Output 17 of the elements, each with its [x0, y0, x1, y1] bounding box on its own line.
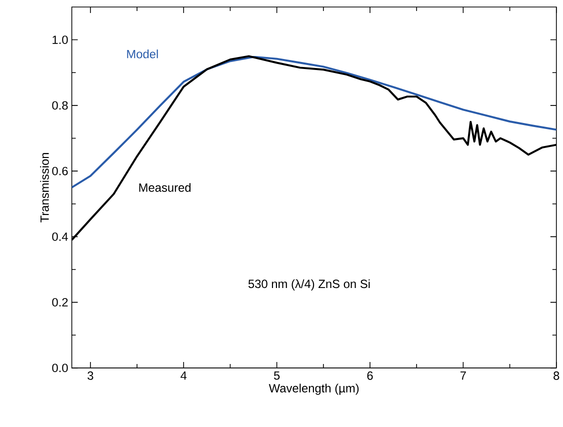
text: Model: [127, 50, 158, 58]
x-tick-label: 8: [554, 372, 560, 380]
x-tick-label: 4: [180, 372, 187, 380]
annotation: 530 nm (λ/4) ZnS on Si: [248, 279, 370, 291]
y-tick-label: 1.0: [52, 36, 68, 44]
y-axis-title: Transmission: [40, 153, 49, 223]
y-tick-label: 0.8: [52, 101, 68, 110]
x-tick-label: 5: [274, 372, 280, 380]
x-axis-title: Wavelength (µm): [268, 384, 359, 395]
x-tick-label: 6: [367, 372, 373, 380]
y-tick-label: 0.2: [52, 298, 68, 307]
x-tick-label: 3: [88, 372, 94, 380]
y-tick-label: 0.0: [52, 364, 68, 372]
x-tick-label: 7: [460, 372, 466, 380]
y-tick-label: 0.6: [52, 166, 68, 176]
y-tick-label: 0.4: [52, 232, 68, 242]
series-label: Measured: [139, 183, 191, 192]
